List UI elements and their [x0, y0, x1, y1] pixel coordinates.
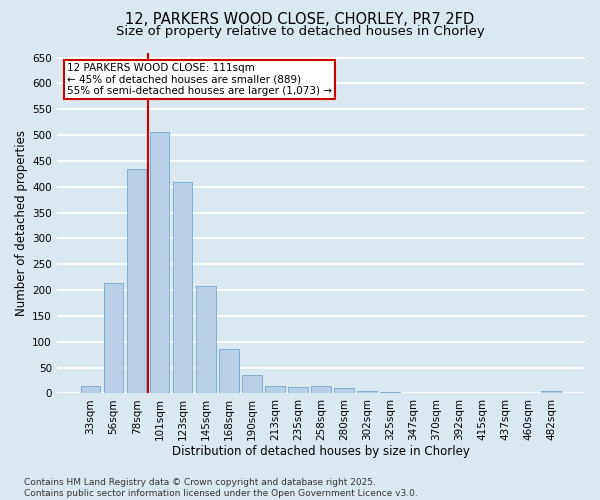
Bar	[196, 286, 215, 394]
Bar	[265, 386, 284, 394]
Text: 12, PARKERS WOOD CLOSE, CHORLEY, PR7 2FD: 12, PARKERS WOOD CLOSE, CHORLEY, PR7 2FD	[125, 12, 475, 28]
Bar	[334, 388, 354, 394]
Bar	[104, 284, 124, 394]
Bar	[426, 393, 446, 394]
Bar	[150, 132, 169, 394]
Bar	[288, 386, 308, 394]
X-axis label: Distribution of detached houses by size in Chorley: Distribution of detached houses by size …	[172, 444, 470, 458]
Bar	[311, 386, 331, 394]
Bar	[173, 182, 193, 394]
Text: 12 PARKERS WOOD CLOSE: 111sqm
← 45% of detached houses are smaller (889)
55% of : 12 PARKERS WOOD CLOSE: 111sqm ← 45% of d…	[67, 62, 332, 96]
Text: Contains HM Land Registry data © Crown copyright and database right 2025.
Contai: Contains HM Land Registry data © Crown c…	[24, 478, 418, 498]
Bar	[541, 392, 561, 394]
Y-axis label: Number of detached properties: Number of detached properties	[15, 130, 28, 316]
Bar	[380, 392, 400, 394]
Bar	[81, 386, 100, 394]
Bar	[403, 393, 423, 394]
Bar	[242, 375, 262, 394]
Text: Size of property relative to detached houses in Chorley: Size of property relative to detached ho…	[116, 25, 484, 38]
Bar	[127, 168, 146, 394]
Bar	[357, 391, 377, 394]
Bar	[472, 393, 492, 394]
Bar	[219, 350, 239, 394]
